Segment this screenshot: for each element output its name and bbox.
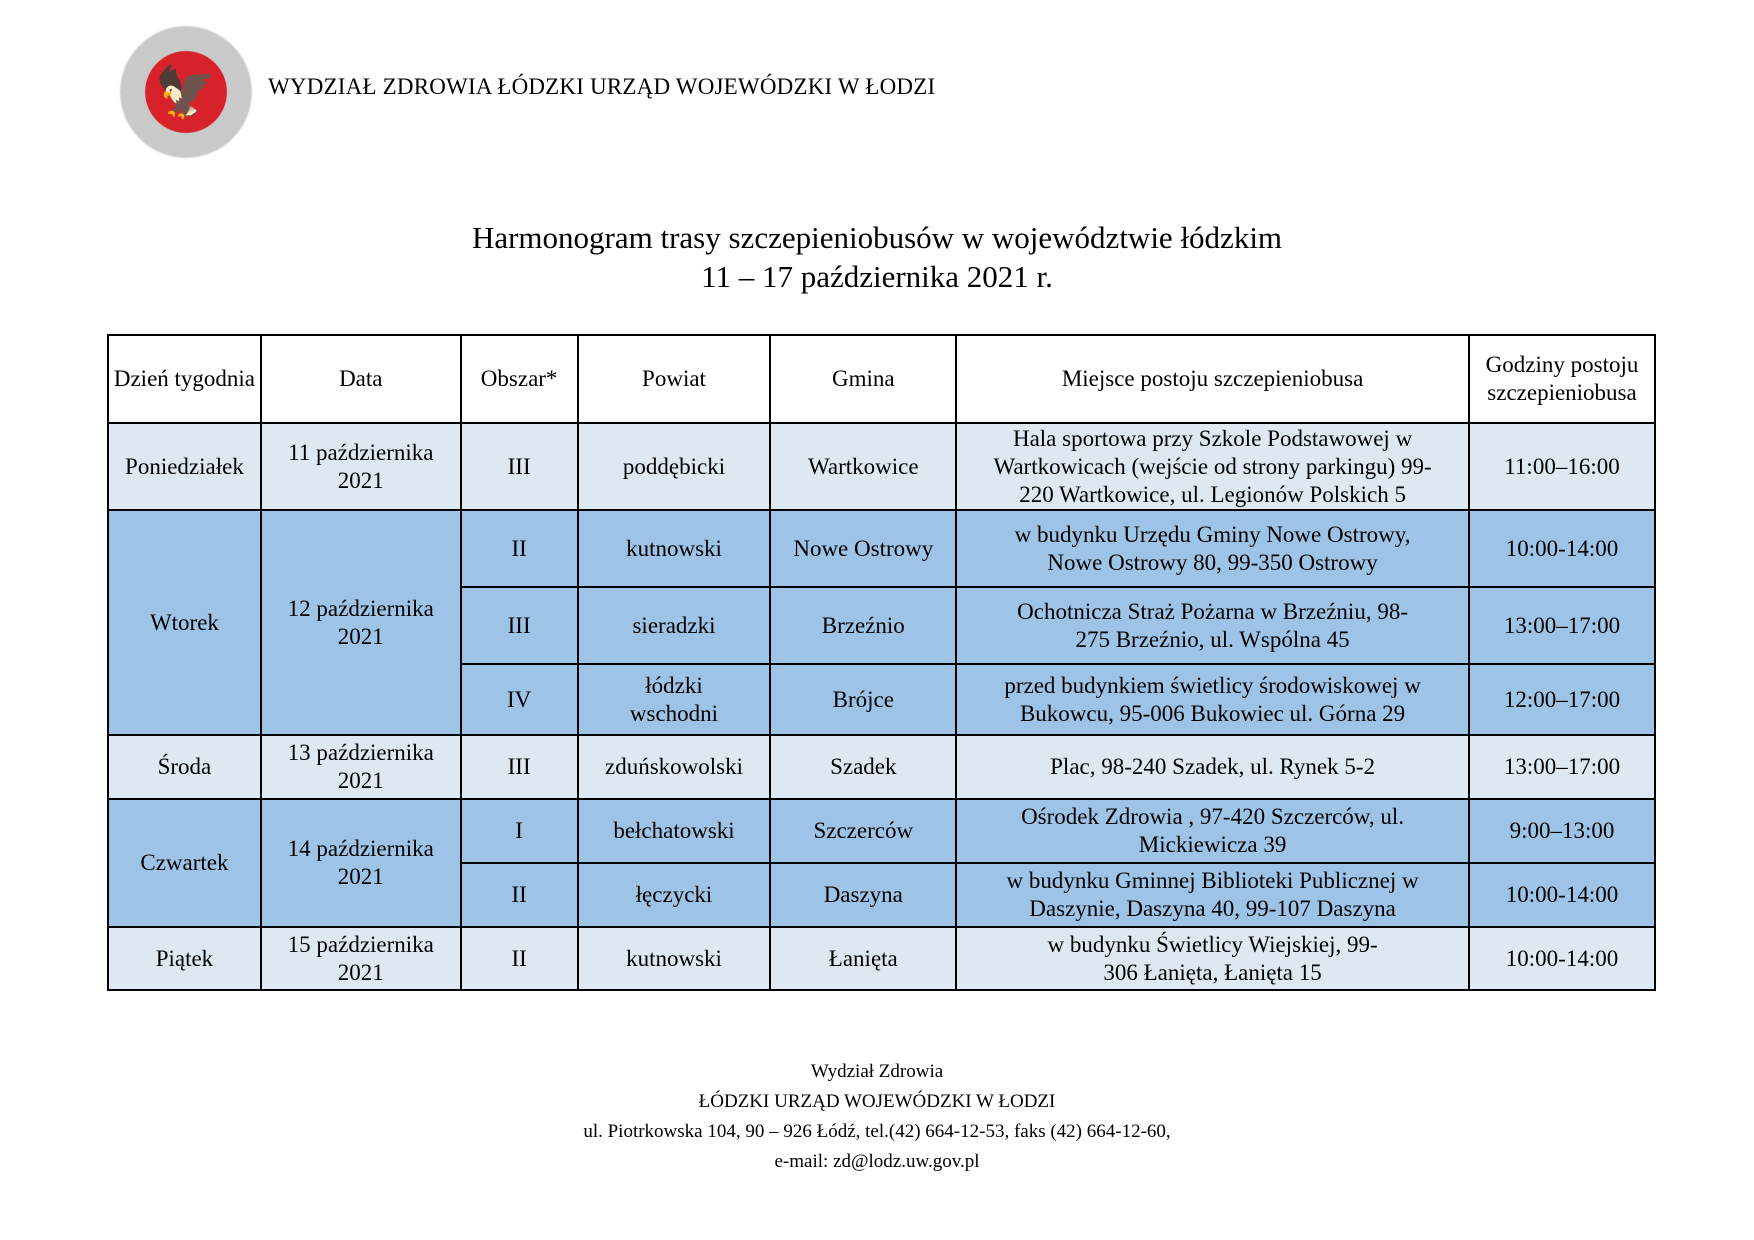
table-row: Piątek 15 października 2021 II kutnowski… <box>107 926 1656 991</box>
day-cell: Środa <box>107 734 262 800</box>
date-cell: 11 października 2021 <box>259 422 462 511</box>
area-cell: III <box>459 734 579 800</box>
hours-cell: 10:00-14:00 <box>1468 926 1656 991</box>
table-row: III sieradzki Brzeźnio Ochotnicza Straż … <box>108 586 1656 665</box>
table-row: Czwartek 14 października 2021 I bełchato… <box>107 798 1656 928</box>
page-title: Harmonogram trasy szczepieniobusów w woj… <box>471 220 1283 255</box>
place-cell: w budynku Urzędu Gminy Nowe Ostrowy, Now… <box>955 509 1471 588</box>
date-cell: 14 października 2021 <box>259 798 462 928</box>
place-cell: Plac, 98-240 Szadek, ul. Rynek 5-2 <box>955 734 1471 800</box>
powiat-cell: zduńskowolski <box>576 734 772 800</box>
footer: Wydział Zdrowia ŁÓDZKI URZĄD WOJEWÓDZKI … <box>0 1057 1754 1177</box>
area-cell: II <box>459 926 579 991</box>
powiat-cell: kutnowski <box>576 926 772 991</box>
header-place: Miejsce postoju szczepieniobusa <box>955 334 1471 424</box>
hours-cell: 13:00–17:00 <box>1468 734 1656 800</box>
header-hours: Godziny postoju szczepieniobusa <box>1468 334 1656 424</box>
day-cell: Czwartek <box>107 798 262 928</box>
powiat-cell: łódzki wschodni <box>576 663 772 736</box>
place-cell: w budynku Gminnej Biblioteki Publicznej … <box>955 862 1471 928</box>
area-cell: IV <box>459 663 579 736</box>
table-row: Wtorek 12 października 2021 II kutnowski… <box>107 509 1656 736</box>
area-cell: II <box>459 509 579 588</box>
header-date: Data <box>259 334 462 424</box>
schedule-table: Dzień tygodnia Data Obszar* Powiat Gmina… <box>107 334 1656 991</box>
organization-header: WYDZIAŁ ZDROWIA ŁÓDZKI URZĄD WOJEWÓDZKI … <box>268 74 936 99</box>
powiat-cell: poddębicki <box>576 422 772 511</box>
day-cell: Piątek <box>107 926 262 991</box>
footer-email: e-mail: zd@lodz.uw.gov.pl <box>774 1151 980 1172</box>
area-cell: I <box>459 798 579 864</box>
area-cell: III <box>459 422 579 511</box>
gmina-cell: Łanięta <box>769 926 958 991</box>
gmina-cell: Nowe Ostrowy <box>769 509 958 588</box>
header-area: Obszar* <box>459 334 579 424</box>
gmina-cell: Wartkowice <box>769 422 958 511</box>
date-cell: 12 października 2021 <box>259 509 462 736</box>
hours-cell: 12:00–17:00 <box>1468 663 1656 736</box>
date-cell: 13 października 2021 <box>259 734 462 800</box>
gmina-cell: Brzeźnio <box>769 586 958 665</box>
area-cell: III <box>459 586 579 665</box>
powiat-cell: bełchatowski <box>576 798 772 864</box>
footer-department: Wydział Zdrowia <box>810 1061 944 1082</box>
gmina-cell: Brójce <box>769 663 958 736</box>
powiat-cell: łęczycki <box>576 862 772 928</box>
footer-office: ŁÓDZKI URZĄD WOJEWÓDZKI W ŁODZI <box>698 1091 1056 1112</box>
place-cell: Ośrodek Zdrowia , 97-420 Szczerców, ul. … <box>955 798 1471 864</box>
page-subtitle-dates: 11 – 17 października 2021 r. <box>701 259 1053 294</box>
place-cell: przed budynkiem świetlicy środowiskowej … <box>955 663 1471 736</box>
table-row: Poniedziałek 11 października 2021 III po… <box>107 422 1656 511</box>
header-day: Dzień tygodnia <box>107 334 262 424</box>
place-cell: w budynku Świetlicy Wiejskiej, 99-306 Ła… <box>955 926 1471 991</box>
footer-address: ul. Piotrkowska 104, 90 – 926 Łódź, tel.… <box>583 1121 1171 1142</box>
day-cell: Poniedziałek <box>107 422 262 511</box>
hours-cell: 11:00–16:00 <box>1468 422 1656 511</box>
gmina-cell: Daszyna <box>769 862 958 928</box>
day-cell: Wtorek <box>107 509 262 736</box>
hours-cell: 10:00-14:00 <box>1468 862 1656 928</box>
place-cell: Ochotnicza Straż Pożarna w Brzeźniu, 98-… <box>955 586 1471 665</box>
gmina-cell: Szadek <box>769 734 958 800</box>
coat-of-arms-logo: 🦅 <box>121 27 251 157</box>
powiat-cell: kutnowski <box>576 509 772 588</box>
hours-cell: 9:00–13:00 <box>1468 798 1656 864</box>
eagle-icon: 🦅 <box>154 63 218 120</box>
table-header-row: Dzień tygodnia Data Obszar* Powiat Gmina… <box>107 334 1656 424</box>
hours-cell: 10:00-14:00 <box>1468 509 1656 588</box>
gmina-cell: Szczerców <box>769 798 958 864</box>
header-powiat: Powiat <box>576 334 772 424</box>
hours-cell: 13:00–17:00 <box>1468 586 1656 665</box>
date-cell: 15 października 2021 <box>259 926 462 991</box>
area-cell: II <box>459 862 579 928</box>
table-row: II łęczycki Daszyna w budynku Gminnej Bi… <box>108 862 1656 928</box>
powiat-cell: sieradzki <box>576 586 772 665</box>
header-gmina: Gmina <box>769 334 958 424</box>
place-cell: Hala sportowa przy Szkole Podstawowej w … <box>955 422 1471 511</box>
table-row: IV łódzki wschodni Brójce przed budynkie… <box>108 663 1656 736</box>
table-row: Środa 13 października 2021 III zduńskowo… <box>107 734 1656 800</box>
